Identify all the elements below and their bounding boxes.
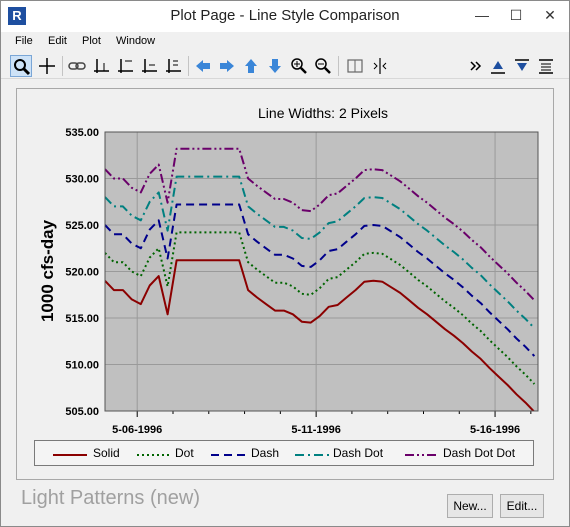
toolbar-separator <box>62 56 63 76</box>
x-tick-label: 5-11-1996 <box>291 424 341 436</box>
marker-button[interactable] <box>369 55 391 77</box>
y-tick-label: 535.00 <box>65 127 99 139</box>
menu-edit[interactable]: Edit <box>48 35 67 47</box>
align-top-axes-button[interactable] <box>114 55 136 77</box>
legend-swatch <box>211 454 245 456</box>
y-tick-label: 505.00 <box>65 406 99 418</box>
split-view-icon <box>347 59 363 73</box>
toolbar-separator <box>338 56 339 76</box>
x-axis-ticks: 5-06-1996 5-11-1996 5-16-1996 <box>112 411 532 436</box>
chart-title: Line Widths: 2 Pixels <box>258 105 388 121</box>
close-button[interactable]: ✕ <box>544 7 556 23</box>
series-line-solid[interactable] <box>105 259 535 412</box>
y-axis-ticks: 535.00 530.00 525.00 520.00 515.00 510.00 505.… <box>65 127 99 418</box>
legend-swatch <box>405 454 439 456</box>
app-logo-icon: R <box>8 7 26 25</box>
menu-plot[interactable]: Plot <box>82 35 101 47</box>
plot-border <box>104 131 539 412</box>
dock-bottom-button[interactable] <box>511 55 533 77</box>
x-tick-label: 5-06-1996 <box>112 424 162 436</box>
window-title: Plot Page - Line Style Comparison <box>170 7 400 24</box>
chevron-double-right-icon <box>470 61 482 71</box>
series-lines <box>105 147 536 412</box>
minimize-button[interactable]: — <box>475 7 489 23</box>
arrow-left-icon <box>196 60 210 72</box>
zoom-in-button[interactable] <box>288 55 310 77</box>
arrow-right-icon <box>220 60 234 72</box>
arrow-up-icon <box>245 59 257 73</box>
y-tick-label: 520.00 <box>65 267 99 279</box>
list-view-button[interactable] <box>535 55 557 77</box>
y-tick-label: 515.00 <box>65 313 99 325</box>
more-tools-button[interactable] <box>465 55 487 77</box>
list-icon <box>539 59 553 74</box>
y-tick-label: 530.00 <box>65 174 99 186</box>
new-pattern-button[interactable]: New... <box>447 494 493 518</box>
marker-icon <box>373 58 387 74</box>
select-zoom-tool-button[interactable] <box>10 55 32 77</box>
chain-link-icon <box>68 62 86 70</box>
axis-top-icon <box>118 59 133 73</box>
toolbar-separator <box>188 56 189 76</box>
link-button[interactable] <box>66 55 88 77</box>
line-pattern-set-label: Light Patterns (new) <box>21 487 200 509</box>
axis-align-icon <box>94 59 109 73</box>
pan-up-button[interactable] <box>240 55 262 77</box>
magnifier-icon <box>14 59 31 76</box>
align-axes-button[interactable] <box>90 55 112 77</box>
series-line-dash[interactable] <box>105 203 536 357</box>
zoom-in-icon <box>291 58 307 74</box>
crosshair-tool-button[interactable] <box>36 55 58 77</box>
menu-bar: File Edit Plot Window <box>1 32 569 52</box>
menu-window[interactable]: Window <box>116 35 156 47</box>
menu-file[interactable]: File <box>15 35 33 47</box>
align-bottom-icon <box>515 59 529 71</box>
zoom-out-button[interactable] <box>312 55 334 77</box>
pan-left-button[interactable] <box>192 55 214 77</box>
legend-swatch <box>137 454 171 456</box>
dock-top-button[interactable] <box>487 55 509 77</box>
legend-label: Dash Dot <box>333 446 384 460</box>
align-top-icon <box>491 61 505 74</box>
x-tick-label: 5-16-1996 <box>470 424 520 436</box>
align-stacked-axes-button[interactable] <box>162 55 184 77</box>
toolbar <box>1 52 569 79</box>
axis-stack-icon <box>166 59 181 73</box>
split-view-button[interactable] <box>344 55 366 77</box>
y-tick-label: 525.00 <box>65 220 99 232</box>
y-tick-label: 510.00 <box>65 360 99 372</box>
title-bar: R Plot Page - Line Style Comparison — ☐ … <box>1 1 569 32</box>
crosshair-icon <box>39 58 55 74</box>
edit-pattern-button[interactable]: Edit... <box>500 494 544 518</box>
align-left-axes-button[interactable] <box>138 55 160 77</box>
line-chart[interactable]: Line Widths: 2 Pixels 535.00 530.00 525.00… <box>1 1 570 441</box>
arrow-down-icon <box>269 59 281 73</box>
legend-swatch <box>295 454 329 456</box>
chart-legend: Solid Dot Dash Dash Dot Dash Dot Dot <box>34 440 534 466</box>
series-line-dash-dot-dot[interactable] <box>105 147 536 301</box>
zoom-out-icon <box>315 58 331 74</box>
pan-right-button[interactable] <box>216 55 238 77</box>
series-line-dot[interactable] <box>105 231 536 385</box>
series-line-dash-dot[interactable] <box>105 175 536 329</box>
maximize-button[interactable]: ☐ <box>509 7 523 23</box>
legend-label: Solid <box>93 446 120 460</box>
y-axis-label: 1000 cfs-day <box>38 219 57 322</box>
legend-swatch <box>53 454 87 456</box>
legend-label: Dash Dot Dot <box>443 446 516 460</box>
legend-label: Dash <box>251 446 280 460</box>
axis-left-icon <box>142 59 157 73</box>
pan-down-button[interactable] <box>264 55 286 77</box>
legend-label: Dot <box>175 446 194 460</box>
